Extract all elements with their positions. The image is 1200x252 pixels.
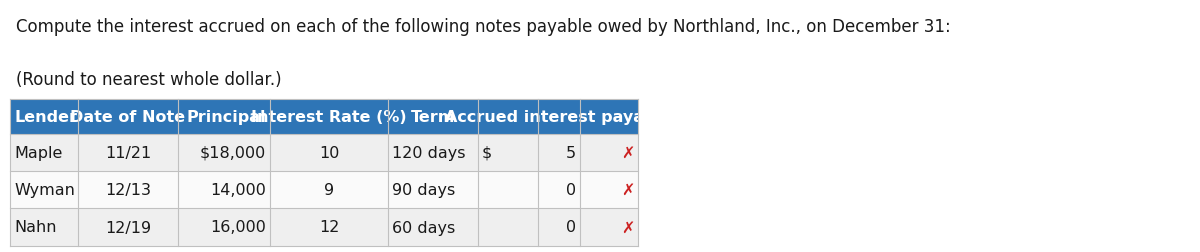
- Text: ✗: ✗: [620, 145, 634, 160]
- Text: Principal: Principal: [186, 110, 266, 124]
- Text: Lender: Lender: [14, 110, 77, 124]
- Text: $18,000: $18,000: [199, 145, 266, 160]
- Text: ✗: ✗: [620, 182, 634, 197]
- Text: 90 days: 90 days: [392, 182, 455, 197]
- Text: 10: 10: [319, 145, 340, 160]
- Text: 16,000: 16,000: [210, 220, 266, 235]
- Text: Term: Term: [410, 110, 455, 124]
- Text: Maple: Maple: [14, 145, 62, 160]
- Text: ✗: ✗: [620, 220, 634, 235]
- Text: 0: 0: [566, 220, 576, 235]
- Text: 5: 5: [566, 145, 576, 160]
- Text: Compute the interest accrued on each of the following notes payable owed by Nort: Compute the interest accrued on each of …: [16, 18, 950, 36]
- Text: $: $: [482, 145, 492, 160]
- Text: 0: 0: [566, 182, 576, 197]
- Text: Wyman: Wyman: [14, 182, 74, 197]
- Text: 120 days: 120 days: [392, 145, 466, 160]
- Text: Accrued interest payable: Accrued interest payable: [444, 110, 672, 124]
- Text: 12/19: 12/19: [104, 220, 151, 235]
- Text: 11/21: 11/21: [104, 145, 151, 160]
- Text: 9: 9: [324, 182, 334, 197]
- Bar: [10, 208, 638, 246]
- Text: Date of Note: Date of Note: [71, 110, 186, 124]
- Text: 60 days: 60 days: [392, 220, 455, 235]
- Bar: [10, 171, 638, 208]
- Bar: [10, 135, 638, 171]
- Bar: [10, 100, 638, 135]
- Text: 12: 12: [319, 220, 340, 235]
- Text: 12/13: 12/13: [106, 182, 151, 197]
- Text: (Round to nearest whole dollar.): (Round to nearest whole dollar.): [16, 71, 281, 88]
- Text: Interest Rate (%): Interest Rate (%): [251, 110, 407, 124]
- Text: Nahn: Nahn: [14, 220, 56, 235]
- Text: 14,000: 14,000: [210, 182, 266, 197]
